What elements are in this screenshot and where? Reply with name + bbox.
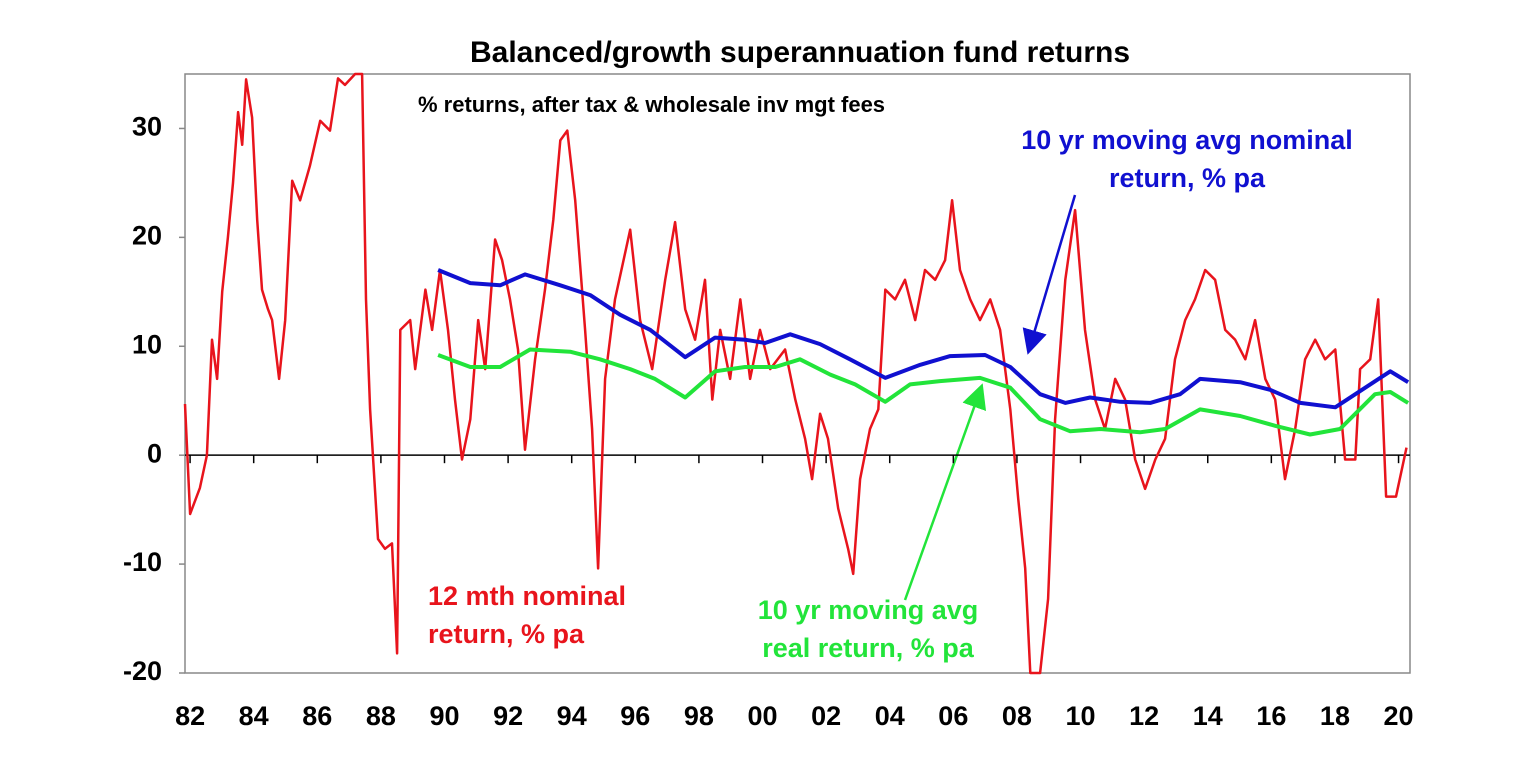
- x-tick-label: 92: [493, 701, 523, 731]
- annotation: real return, % pa: [762, 633, 975, 663]
- x-tick-label: 90: [429, 701, 459, 731]
- chart-title: Balanced/growth superannuation fund retu…: [470, 36, 1130, 69]
- annotation: return, % pa: [1109, 163, 1266, 193]
- x-tick-label: 88: [366, 701, 396, 731]
- x-tick-label: 84: [239, 701, 269, 731]
- x-tick-label: 96: [620, 701, 650, 731]
- y-tick-label: 30: [132, 112, 162, 142]
- y-tick-label: 10: [132, 329, 162, 359]
- x-tick-label: 02: [811, 701, 841, 731]
- y-tick-label: -10: [123, 547, 162, 577]
- series-line: [183, 72, 1408, 675]
- y-tick-label: -20: [123, 656, 162, 686]
- annotation: 12 mth nominal: [428, 581, 626, 611]
- plot-frame: [184, 73, 1411, 674]
- x-tick-label: 00: [747, 701, 777, 731]
- x-tick-label: 12: [1129, 701, 1159, 731]
- annotation: return, % pa: [428, 619, 585, 649]
- x-tick-label: 14: [1193, 701, 1223, 731]
- y-tick-label: 20: [132, 220, 162, 250]
- chart-subtitle: % returns, after tax & wholesale inv mgt…: [418, 92, 885, 117]
- x-tick-label: 86: [302, 701, 332, 731]
- series-line: [437, 268, 1410, 410]
- annotation: 10 yr moving avg nominal: [1021, 125, 1353, 155]
- x-tick-label: 08: [1002, 701, 1032, 731]
- x-tick-label: 94: [557, 701, 587, 731]
- x-tick-label: 98: [684, 701, 714, 731]
- arrow: [1022, 194, 1077, 355]
- series-line: [437, 347, 1410, 437]
- y-tick-label: 0: [147, 438, 162, 468]
- x-tick-label: 20: [1384, 701, 1414, 731]
- x-tick-label: 18: [1320, 701, 1350, 731]
- x-tick-label: 06: [938, 701, 968, 731]
- x-tick-label: 04: [875, 701, 905, 731]
- annotation: 10 yr moving avg: [758, 595, 979, 625]
- arrow: [903, 383, 987, 601]
- x-tick-label: 10: [1066, 701, 1096, 731]
- x-tick-label: 16: [1256, 701, 1286, 731]
- x-tick-label: 82: [175, 701, 205, 731]
